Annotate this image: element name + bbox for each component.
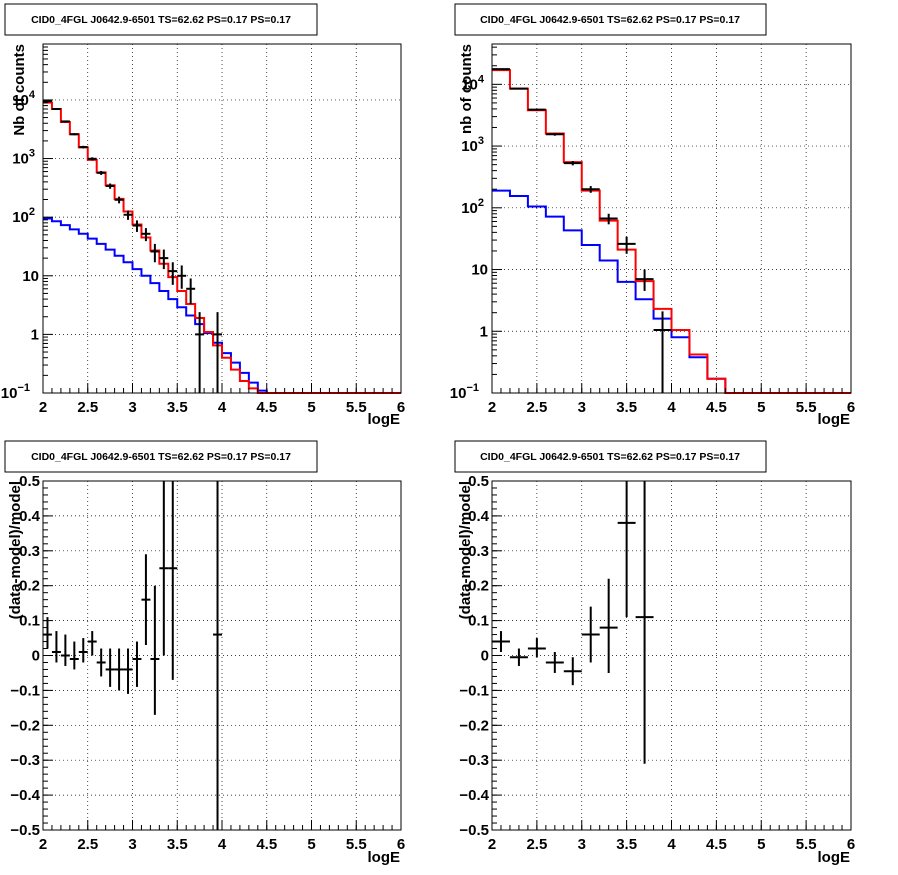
x-tick-label: 5.5 xyxy=(346,836,367,853)
x-tick-label: 5 xyxy=(307,836,315,853)
total-model-histogram xyxy=(43,101,401,394)
x-tick-label: 2.5 xyxy=(526,399,547,416)
x-tick-label: 3.5 xyxy=(616,399,637,416)
x-tick-label: 4.5 xyxy=(706,399,727,416)
y-tick-label: 0.4 xyxy=(468,508,490,525)
x-tick-label: 5 xyxy=(757,399,765,416)
x-tick-label: 2.5 xyxy=(77,399,98,416)
panel-top-right-counts: CID0_4FGL J0642.9-6501 TS=62.62 PS=0.17 … xyxy=(450,3,855,428)
x-tick-label: 5.5 xyxy=(796,836,817,853)
y-tick-label: −0.3 xyxy=(459,752,489,769)
chart-title: CID0_4FGL J0642.9-6501 TS=62.62 PS=0.17 … xyxy=(31,14,291,26)
x-tick-label: 4.5 xyxy=(256,399,277,416)
x-tick-label: 4 xyxy=(667,836,676,853)
panel-bottom-left-residuals: CID0_4FGL J0642.9-6501 TS=62.62 PS=0.17 … xyxy=(4,440,405,866)
y-tick-label: 0.5 xyxy=(19,473,40,490)
y-tick-label: 10−1 xyxy=(450,382,479,402)
x-tick-label: 2 xyxy=(488,399,496,416)
x-tick-label: 3.5 xyxy=(616,836,637,853)
x-tick-label: 4 xyxy=(218,399,227,416)
x-tick-label: 2.5 xyxy=(77,836,98,853)
x-tick-label: 6 xyxy=(397,836,405,853)
y-tick-label: 10 xyxy=(471,262,488,279)
y-tick-label: 0.3 xyxy=(468,543,489,560)
x-tick-label: 5 xyxy=(307,399,315,416)
y-tick-label: 1 xyxy=(480,323,488,340)
x-tick-label: 3 xyxy=(578,399,586,416)
y-axis-label: (data-model)/model xyxy=(7,481,24,619)
x-axis-label: logE xyxy=(818,849,851,866)
x-tick-label: 2 xyxy=(39,399,47,416)
x-tick-label: 3.5 xyxy=(167,399,188,416)
y-tick-label: 102 xyxy=(461,197,484,217)
x-axis-label: logE xyxy=(368,849,401,866)
y-tick-label: 1 xyxy=(31,326,39,343)
y-tick-label: −0.5 xyxy=(10,822,40,839)
y-tick-label: −0.4 xyxy=(459,787,489,804)
y-tick-label: −0.1 xyxy=(459,682,489,699)
x-tick-label: 3.5 xyxy=(167,836,188,853)
x-tick-label: 3 xyxy=(128,836,136,853)
y-tick-label: −0.2 xyxy=(459,717,489,734)
y-tick-label: 0.1 xyxy=(468,613,489,630)
x-axis-label: logE xyxy=(368,411,401,428)
panel-bottom-right-residuals: CID0_4FGL J0642.9-6501 TS=62.62 PS=0.17 … xyxy=(454,440,855,866)
x-tick-label: 6 xyxy=(397,399,405,416)
y-tick-label: −0.5 xyxy=(459,822,489,839)
y-tick-label: 0.2 xyxy=(468,578,489,595)
chart-title: CID0_4FGL J0642.9-6501 TS=62.62 PS=0.17 … xyxy=(31,451,291,463)
y-tick-label: 102 xyxy=(12,206,35,226)
x-tick-label: 4.5 xyxy=(256,836,277,853)
x-tick-label: 2 xyxy=(488,836,496,853)
y-tick-label: −0.2 xyxy=(10,717,40,734)
y-tick-label: 10−1 xyxy=(1,382,30,402)
title-box xyxy=(4,440,318,473)
y-tick-label: 0.3 xyxy=(19,543,40,560)
title-box xyxy=(454,440,767,473)
x-tick-label: 3 xyxy=(128,399,136,416)
x-tick-label: 2 xyxy=(39,836,47,853)
y-axis-label: Nb of counts xyxy=(11,44,28,136)
y-tick-label: 10 xyxy=(22,268,39,285)
x-tick-label: 5 xyxy=(757,836,765,853)
chart-title: CID0_4FGL J0642.9-6501 TS=62.62 PS=0.17 … xyxy=(480,451,740,463)
y-tick-label: 0 xyxy=(481,648,489,665)
x-tick-label: 5.5 xyxy=(346,399,367,416)
y-tick-label: −0.1 xyxy=(10,682,40,699)
x-tick-label: 4.5 xyxy=(706,836,727,853)
x-tick-label: 5.5 xyxy=(796,399,817,416)
x-tick-label: 2.5 xyxy=(526,836,547,853)
x-tick-label: 6 xyxy=(847,399,855,416)
x-axis-label: logE xyxy=(818,411,851,428)
y-tick-label: 0.5 xyxy=(468,473,489,490)
x-tick-label: 3 xyxy=(578,836,586,853)
y-tick-label: 103 xyxy=(12,148,35,168)
y-tick-label: 0.4 xyxy=(19,508,41,525)
y-axis-label: nb of counts xyxy=(458,44,475,134)
chart-title: CID0_4FGL J0642.9-6501 TS=62.62 PS=0.17 … xyxy=(480,14,740,26)
x-tick-label: 4 xyxy=(667,399,676,416)
title-box xyxy=(454,3,767,36)
panel-top-left-counts: CID0_4FGL J0642.9-6501 TS=62.62 PS=0.17 … xyxy=(1,3,405,428)
y-tick-label: 0.2 xyxy=(19,578,40,595)
y-axis-label: (data-model)/model xyxy=(457,481,474,619)
y-tick-label: 103 xyxy=(461,135,484,155)
y-tick-label: 0.1 xyxy=(19,613,40,630)
x-tick-label: 6 xyxy=(847,836,855,853)
y-tick-label: 0 xyxy=(32,648,40,665)
y-tick-label: −0.3 xyxy=(10,752,40,769)
x-tick-label: 4 xyxy=(218,836,227,853)
y-tick-label: −0.4 xyxy=(10,787,40,804)
title-box xyxy=(4,3,318,36)
